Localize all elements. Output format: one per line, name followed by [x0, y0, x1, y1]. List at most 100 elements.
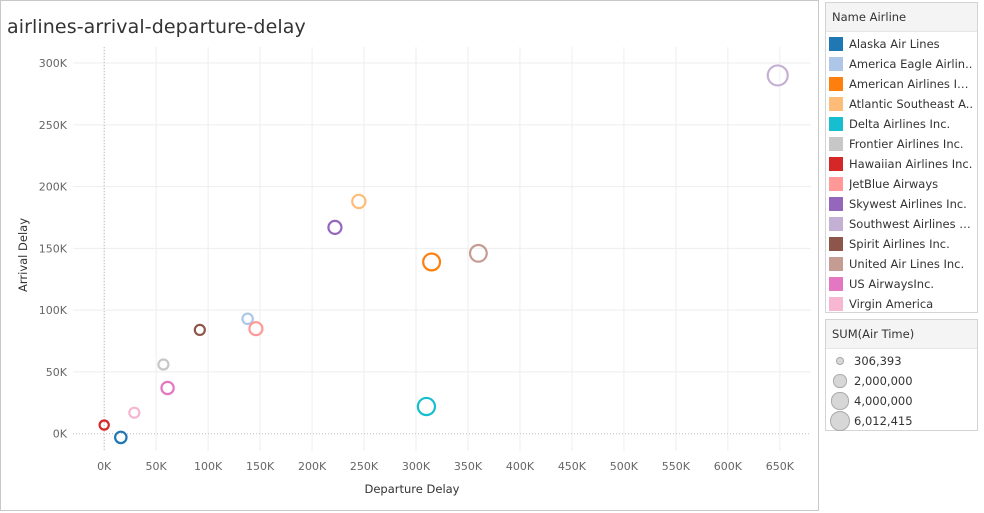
data-point[interactable] [193, 323, 206, 337]
y-tick-label: 300K [39, 57, 68, 70]
legend-label: Frontier Airlines Inc. [849, 137, 964, 151]
legend-swatch [829, 257, 843, 271]
legend-swatch [829, 157, 843, 171]
x-tick-label: 500K [610, 460, 639, 473]
legend-swatch [829, 177, 843, 191]
legend-swatch [829, 77, 843, 91]
size-legend-title: SUM(Air Time) [826, 320, 977, 349]
size-circle-icon [826, 411, 854, 431]
scatter-plot: 0K 50K 100K 150K 200K 250K 300K 350K 400K 450K 500… [16, 47, 811, 496]
legend-swatch [829, 237, 843, 251]
legend-swatch [829, 197, 843, 211]
size-legend-label: 4,000,000 [854, 394, 913, 408]
y-tick-label: 50K [46, 366, 68, 379]
data-point[interactable] [114, 430, 128, 445]
legend-label: Skywest Airlines Inc. [849, 197, 967, 211]
size-legend-item[interactable]: 2,000,000 [826, 371, 977, 391]
legend-label: Southwest Airlines C.. [849, 217, 974, 231]
legend-label: Hawaiian Airlines Inc. [849, 157, 973, 171]
size-legend-item[interactable]: 306,393 [826, 351, 977, 371]
data-point[interactable] [416, 396, 437, 417]
data-point[interactable] [160, 380, 175, 396]
legend-label: American Airlines Inc. [849, 77, 974, 91]
legend-swatch [829, 277, 843, 291]
legend-swatch [829, 217, 843, 231]
x-tick-label: 50K [146, 460, 168, 473]
x-tick-label: 150K [246, 460, 275, 473]
legend-swatch [829, 37, 843, 51]
size-legend[interactable]: SUM(Air Time) 306,393 2,000,000 4,000,000 6… [825, 319, 978, 431]
legend-item[interactable]: JetBlue Airways [826, 174, 977, 194]
color-legend-title: Name Airline [826, 3, 977, 32]
legend-swatch [829, 57, 843, 71]
data-point[interactable] [241, 312, 254, 326]
legend-item[interactable]: Atlantic Southeast A.. [826, 94, 977, 114]
legend-label: Spirit Airlines Inc. [849, 237, 950, 251]
y-tick-label: 150K [39, 242, 68, 255]
size-circle-icon [826, 374, 854, 388]
y-axis-title: Arrival Delay [16, 218, 30, 292]
data-point[interactable] [766, 64, 789, 87]
legend-label: United Air Lines Inc. [849, 257, 965, 271]
legend-item[interactable]: Virgin America [826, 294, 977, 314]
data-point[interactable] [248, 321, 264, 337]
legend-item[interactable]: US AirwaysInc. [826, 274, 977, 294]
legend-item[interactable]: Delta Airlines Inc. [826, 114, 977, 134]
legend-item[interactable]: United Air Lines Inc. [826, 254, 977, 274]
worksheet: airlines-arrival-departure-delay 0K 50K 10… [0, 0, 819, 511]
legend-label: Atlantic Southeast A.. [849, 97, 974, 111]
legend-item[interactable]: American Airlines Inc. [826, 74, 977, 94]
x-axis-title: Departure Delay [365, 482, 460, 496]
legend-item[interactable]: Spirit Airlines Inc. [826, 234, 977, 254]
data-point[interactable] [351, 193, 367, 210]
legend-label: Virgin America [849, 297, 934, 311]
x-tick-label: 450K [558, 460, 587, 473]
data-point[interactable] [468, 243, 488, 263]
legend-swatch [829, 297, 843, 311]
legend-swatch [829, 97, 843, 111]
x-tick-label: 250K [350, 460, 379, 473]
size-circle-icon [826, 357, 854, 365]
x-tick-label: 650K [766, 460, 795, 473]
size-legend-item[interactable]: 6,012,415 [826, 411, 977, 431]
x-tick-label: 550K [662, 460, 691, 473]
x-tick-label: 600K [714, 460, 743, 473]
x-tick-label: 300K [402, 460, 431, 473]
legend-item[interactable]: Alaska Air Lines [826, 34, 977, 54]
size-legend-item[interactable]: 4,000,000 [826, 391, 977, 411]
legend-item[interactable]: America Eagle Airlin.. [826, 54, 977, 74]
legend-swatch [829, 137, 843, 151]
size-legend-label: 306,393 [854, 354, 902, 368]
legend-label: US AirwaysInc. [849, 277, 935, 291]
data-point[interactable] [157, 358, 170, 371]
x-tick-label: 400K [506, 460, 535, 473]
y-tick-label: 250K [39, 119, 68, 132]
y-tick-label: 200K [39, 181, 68, 194]
legend-label: JetBlue Airways [849, 177, 939, 191]
legend-item[interactable]: Frontier Airlines Inc. [826, 134, 977, 154]
legend-label: America Eagle Airlin.. [849, 57, 973, 71]
size-legend-label: 6,012,415 [854, 414, 913, 428]
legend-item[interactable]: Hawaiian Airlines Inc. [826, 154, 977, 174]
color-legend-items: Alaska Air Lines America Eagle Airlin.. Am… [826, 32, 977, 314]
data-point[interactable] [98, 419, 110, 431]
y-tick-label: 100K [39, 304, 68, 317]
data-point[interactable] [128, 406, 141, 419]
legend-label: Delta Airlines Inc. [849, 117, 951, 131]
legend-label: Alaska Air Lines [849, 37, 940, 51]
x-tick-label: 350K [454, 460, 483, 473]
data-point[interactable] [422, 252, 442, 272]
worksheet-title: airlines-arrival-departure-delay [7, 16, 306, 38]
x-tick-label: 0K [97, 460, 112, 473]
legend-item[interactable]: Southwest Airlines C.. [826, 214, 977, 234]
y-tick-label: 0K [53, 428, 68, 441]
size-legend-label: 2,000,000 [854, 374, 913, 388]
legend-swatch [829, 117, 843, 131]
size-legend-items: 306,393 2,000,000 4,000,000 6,012,415 [826, 349, 977, 431]
x-tick-label: 100K [194, 460, 223, 473]
x-tick-label: 200K [298, 460, 327, 473]
legend-item[interactable]: Skywest Airlines Inc. [826, 194, 977, 214]
color-legend[interactable]: Name Airline Alaska Air Lines America Eag… [825, 2, 978, 313]
data-point[interactable] [327, 219, 343, 235]
size-circle-icon [826, 392, 854, 410]
